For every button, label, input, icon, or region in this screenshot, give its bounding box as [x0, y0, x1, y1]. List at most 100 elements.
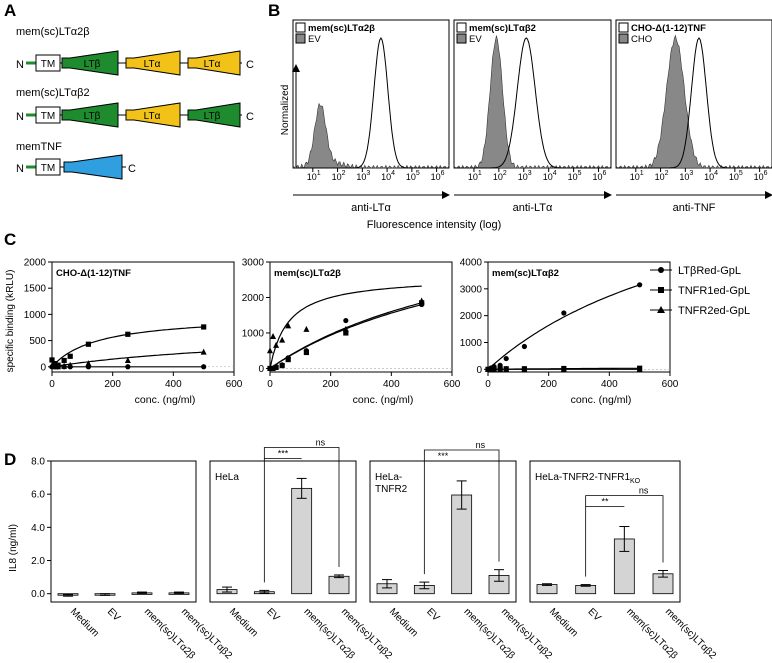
x-tick-label: 0	[49, 379, 55, 390]
data-point-square	[279, 363, 285, 369]
fit-curve	[269, 285, 422, 369]
x-tick-label: 400	[165, 379, 182, 390]
x-tick-exponent: 2	[503, 170, 507, 177]
x-tick-exponent: 3	[366, 170, 370, 177]
histogram-control-fill	[292, 102, 450, 169]
x-tick-label: 10	[593, 172, 603, 182]
construct-1-domain-1-label: LTβ	[84, 59, 101, 70]
data-point-triangle	[124, 356, 131, 363]
x-tick-label: 10	[493, 172, 503, 182]
panel-d-ylabel: IL8 (ng/ml)	[8, 524, 19, 572]
y-tick-label: 2000	[242, 293, 265, 304]
category-label: EV	[105, 606, 122, 623]
data-point-triangle	[636, 365, 643, 372]
x-tick-exponent: 1	[478, 170, 482, 177]
x-tick-label: 10	[431, 172, 441, 182]
legend-label-control: CHO	[631, 34, 652, 45]
histogram-control-fill	[615, 34, 772, 169]
legend-label-sample: CHO-Δ(1-12)TNF	[631, 23, 706, 34]
x-tick-exponent: 4	[714, 170, 718, 177]
fit-curve	[269, 302, 422, 369]
sig-bracket	[585, 506, 625, 577]
construct-1-domain-3	[187, 50, 241, 76]
x-tick-label: 10	[356, 172, 366, 182]
x-tick-label: 10	[307, 172, 317, 182]
plot-title: mem(sc)LTαβ2	[492, 268, 559, 279]
x-tick-label: 10	[406, 172, 416, 182]
histogram-sample-line	[616, 37, 772, 169]
x-axis-label: conc. (ng/ml)	[353, 394, 414, 406]
x-tick-label: 200	[540, 379, 557, 390]
panel-letter-b: B	[268, 1, 280, 20]
data-point-circle	[521, 343, 528, 350]
x-tick-label: 10	[568, 172, 578, 182]
construct-3-tm: TM	[41, 163, 55, 174]
construct-3-c: C	[128, 163, 136, 175]
data-point-circle	[503, 355, 509, 362]
legend-swatch-filled	[456, 33, 467, 44]
data-point-triangle	[285, 322, 292, 329]
y-tick-label: 0	[258, 364, 264, 375]
data-point-square	[270, 365, 276, 372]
data-point-triangle	[55, 363, 62, 370]
x-tick-label: 0	[485, 379, 491, 390]
legend-label-control: EV	[469, 34, 482, 45]
x-tick-exponent: 3	[689, 170, 693, 177]
data-point-circle	[125, 364, 131, 370]
data-point-square	[343, 330, 349, 336]
bar	[536, 584, 558, 595]
x-tick-label: 400	[601, 379, 618, 390]
data-point-square	[85, 341, 91, 347]
x-tick-label: 10	[381, 172, 391, 182]
legend-swatch-open	[456, 22, 467, 33]
x-tick-exponent: 1	[317, 170, 321, 177]
plot-frame	[487, 261, 671, 373]
bar	[328, 575, 350, 595]
construct-2-c: C	[246, 111, 254, 123]
panel-c: specific binding (kRLU) CHO-Δ(1-12)TNF 0 2…	[5, 258, 679, 407]
legend-label-sample: mem(sc)LTα2β	[308, 23, 375, 34]
construct-2-tm: TM	[41, 111, 55, 122]
data-point-circle	[343, 317, 349, 324]
data-point-square	[125, 331, 131, 337]
data-point-triangle	[67, 361, 74, 368]
bar-panel-title: HeLa	[215, 472, 239, 483]
legend-swatch-filled	[618, 33, 629, 44]
legend-swatch-filled	[295, 33, 306, 44]
x-tick-exponent: 5	[578, 170, 582, 177]
y-tick-label: 1000	[242, 328, 265, 339]
y-tick-label: 3000	[242, 258, 265, 269]
data-point-triangle	[521, 365, 528, 372]
legend-label-control: EV	[308, 34, 321, 45]
x-tick-label: 200	[104, 379, 121, 390]
sig-bracket	[263, 447, 340, 567]
category-label: Medium	[68, 606, 101, 639]
construct-1-tm: TM	[41, 59, 55, 70]
data-point-triangle	[273, 341, 280, 348]
y-tick-label: 2.0	[31, 556, 45, 567]
construct-2-domain-3-label: LTβ	[204, 111, 221, 122]
sig-label: ns	[316, 438, 326, 448]
sig-label: ***	[438, 451, 449, 461]
data-point-triangle	[200, 348, 207, 355]
y-tick-label: 1000	[460, 338, 483, 349]
y-tick-label: 4000	[460, 258, 483, 269]
x-tick-exponent: 5	[739, 170, 743, 177]
y-tick-label: 1000	[24, 310, 47, 321]
x-tick-label: 10	[518, 172, 528, 182]
construct-2-domain-1	[61, 102, 119, 128]
construct-1-c: C	[246, 59, 254, 71]
construct-1-domain-3-label: LTα	[204, 59, 221, 70]
x-tick-label: 600	[444, 379, 461, 390]
data-point-square	[285, 356, 291, 363]
category-label: Medium	[227, 606, 260, 639]
legend-label-sample: mem(sc)LTαβ2	[469, 23, 536, 34]
plot-title: mem(sc)LTα2β	[274, 268, 341, 279]
x-tick-exponent: 1	[640, 170, 644, 177]
construct-3-tnf-domain	[63, 154, 123, 180]
x-tick-exponent: 6	[441, 170, 445, 177]
data-point-square	[303, 349, 309, 356]
construct-1-domain-1	[61, 50, 119, 76]
plot-title: CHO-Δ(1-12)TNF	[56, 268, 131, 279]
